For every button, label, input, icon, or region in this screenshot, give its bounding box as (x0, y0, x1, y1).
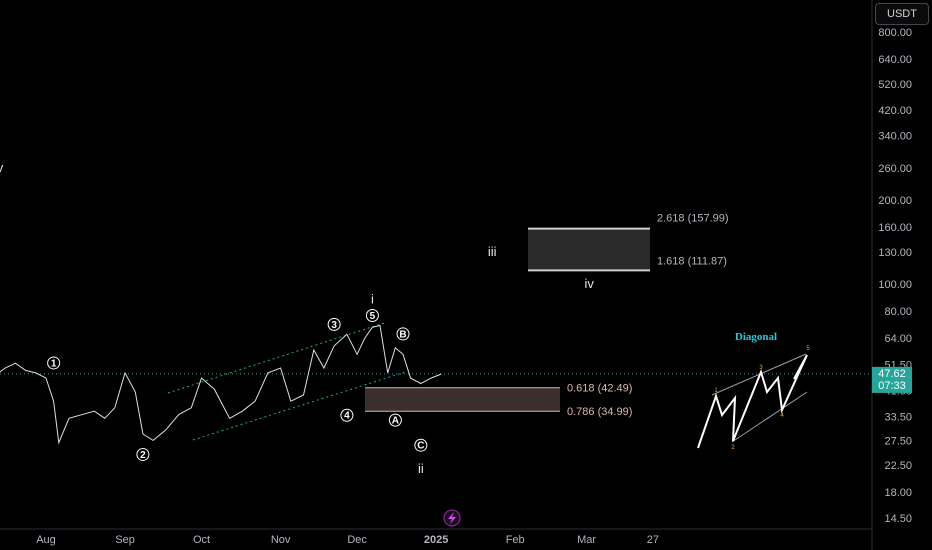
ascending-channel (167, 322, 406, 441)
wave-label-iv: iv (584, 276, 594, 291)
fib-1618-label: 1.618 (111.87) (657, 255, 727, 267)
y-tick-label: 640.00 (878, 54, 912, 66)
diagonal-point-1: 1 (714, 388, 718, 394)
y-tick-label: 27.50 (884, 435, 912, 447)
current-price-value: 47.62 (878, 368, 906, 380)
wave-label-1: 1 (51, 358, 57, 369)
wave-label-circle (327, 317, 341, 331)
diagonal-title: Diagonal (735, 331, 777, 343)
wave-label-b: B (399, 329, 406, 340)
wave-label-2: 2 (140, 450, 146, 461)
wave-label-i: i (371, 291, 374, 306)
wave-label-circle (396, 327, 410, 341)
x-tick-label: 27 (647, 534, 659, 546)
x-axis: Aug Sep Oct Nov Dec 2025 Feb Mar 27 (36, 534, 659, 546)
diagonal-point-3: 3 (759, 365, 763, 371)
wave-label-3: 3 (331, 320, 337, 331)
y-tick-label: 520.00 (878, 79, 912, 91)
diagonal-point-4: 4 (780, 413, 784, 419)
x-tick-label: Sep (115, 534, 135, 546)
wave-label-circle (388, 413, 402, 427)
x-tick-label: Mar (577, 534, 596, 546)
wave-label-c: C (417, 441, 424, 452)
current-price-tag: 47.62 07:33 (872, 366, 912, 393)
y-tick-label: 260.00 (878, 163, 912, 175)
x-tick-label: Aug (36, 534, 56, 546)
diagonal-point-5: 5 (806, 346, 810, 352)
fib-2618-label: 2.618 (157.99) (657, 213, 729, 225)
wave-label-5: 5 (370, 311, 376, 322)
y-tick-label: 14.50 (884, 513, 912, 525)
diagonal-inset: Diagonal 1 2 3 4 5 (697, 331, 810, 451)
fib-0786-label: 0.786 (34.99) (567, 406, 632, 418)
wave-label-circle (340, 408, 354, 422)
y-tick-label: 160.00 (878, 222, 912, 234)
y-tick-label: 800.00 (878, 27, 912, 39)
x-tick-label: Nov (271, 534, 291, 546)
x-tick-label: Feb (506, 534, 525, 546)
wave-label-iii: iii (488, 244, 497, 259)
y-tick-label: 33.50 (884, 412, 912, 424)
diagonal-point-2: 2 (731, 445, 735, 451)
x-tick-label: 2025 (424, 534, 448, 546)
y-tick-label: 130.00 (878, 247, 912, 259)
y-tick-label: 64.00 (884, 333, 912, 345)
y-tick-label: 18.00 (884, 487, 912, 499)
wave-label-circle (47, 356, 61, 370)
x-tick-label: Oct (193, 534, 210, 546)
lightning-icon[interactable] (443, 509, 461, 527)
fib-retracement-zone[interactable]: 0.618 (42.49) 0.786 (34.99) (365, 383, 632, 419)
fib-0618-label: 0.618 (42.49) (567, 383, 632, 395)
wave-label-circle (365, 308, 379, 322)
currency-button[interactable]: USDT (875, 3, 929, 25)
y-tick-label: 340.00 (878, 131, 912, 143)
price-countdown: 07:33 (878, 380, 906, 392)
y-tick-label: 100.00 (878, 279, 912, 291)
x-tick-label: Dec (347, 534, 367, 546)
diagonal-zigzag (697, 354, 808, 449)
price-series-line (0, 324, 442, 445)
wave-label-circle (136, 447, 150, 461)
fib-extension-zone[interactable]: 2.618 (157.99) 1.618 (111.87) (528, 213, 729, 272)
y-axis: 800.00 640.00 520.00 420.00 340.00 260.00 200.… (878, 27, 912, 525)
wave-label-circle (414, 438, 428, 452)
wave-label-a: A (392, 416, 399, 427)
y-tick-label: 22.50 (884, 460, 912, 472)
y-tick-label: 200.00 (878, 195, 912, 207)
wave-label-ii: ii (418, 461, 424, 476)
y-tick-label: 80.00 (884, 306, 912, 318)
wave-label-v: v (0, 160, 4, 175)
y-tick-label: 420.00 (878, 105, 912, 117)
wave-label-4: 4 (344, 411, 350, 422)
